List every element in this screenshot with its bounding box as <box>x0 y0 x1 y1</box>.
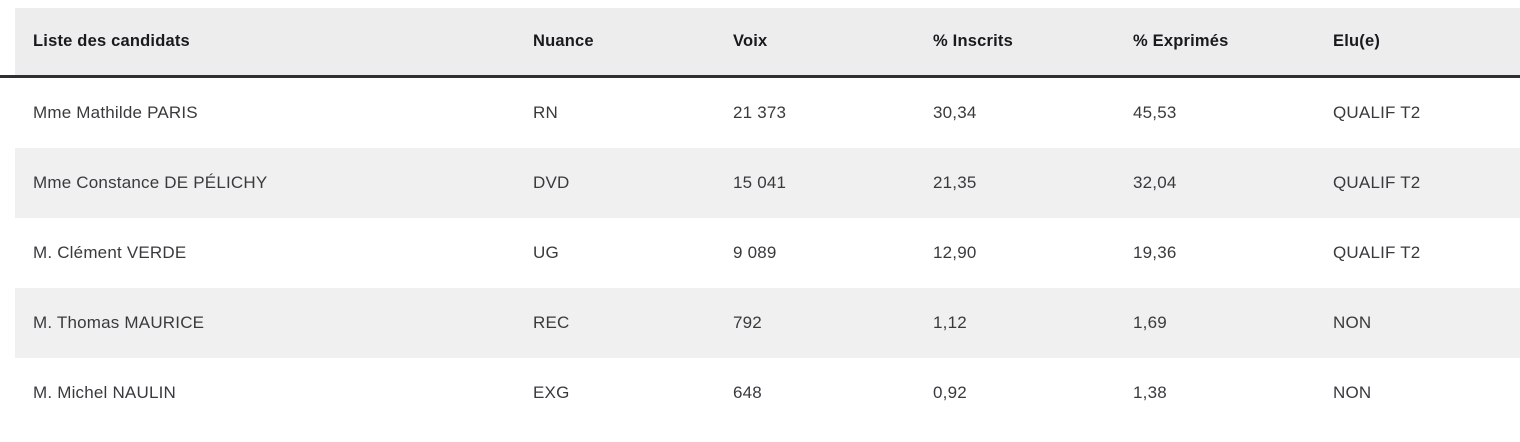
candidate-name: M. Clément VERDE <box>33 243 187 262</box>
elu-status: QUALIF T2 <box>1333 103 1421 122</box>
voix-value: 15 041 <box>733 173 787 192</box>
column-header-nuance: Nuance <box>533 32 594 50</box>
table-row: Mme Constance DE PÉLICHY DVD 15 041 21,3… <box>15 148 1520 218</box>
column-header-elu: Elu(e) <box>1333 32 1381 50</box>
nuance-value: UG <box>533 243 559 262</box>
pct-inscrits-value: 12,90 <box>933 243 977 262</box>
elu-status: QUALIF T2 <box>1333 243 1421 262</box>
table-row: M. Clément VERDE UG 9 089 12,90 19,36 QU… <box>15 218 1520 288</box>
voix-value: 21 373 <box>733 103 787 122</box>
pct-inscrits-value: 1,12 <box>933 313 967 332</box>
table-row: M. Thomas MAURICE REC 792 1,12 1,69 NON <box>15 288 1520 358</box>
candidate-name: M. Michel NAULIN <box>33 383 177 402</box>
candidate-name: Mme Mathilde PARIS <box>33 103 198 122</box>
elu-status: QUALIF T2 <box>1333 173 1421 192</box>
nuance-value: DVD <box>533 173 570 192</box>
pct-inscrits-value: 21,35 <box>933 173 977 192</box>
nuance-value: RN <box>533 103 558 122</box>
elu-status: NON <box>1333 313 1372 332</box>
pct-inscrits-value: 0,92 <box>933 383 967 402</box>
nuance-value: EXG <box>533 383 570 402</box>
column-header-pct-exprimes: % Exprimés <box>1133 32 1229 50</box>
pct-exprimes-value: 45,53 <box>1133 103 1177 122</box>
pct-exprimes-value: 1,69 <box>1133 313 1167 332</box>
pct-exprimes-value: 19,36 <box>1133 243 1177 262</box>
pct-exprimes-value: 32,04 <box>1133 173 1177 192</box>
voix-value: 648 <box>733 383 762 402</box>
candidates-results-table: Liste des candidats Nuance Voix % Inscri… <box>0 8 1520 428</box>
voix-value: 9 089 <box>733 243 777 262</box>
elu-status: NON <box>1333 383 1372 402</box>
candidate-name: M. Thomas MAURICE <box>33 313 205 332</box>
column-header-pct-inscrits: % Inscrits <box>933 32 1013 50</box>
pct-inscrits-value: 30,34 <box>933 103 977 122</box>
voix-value: 792 <box>733 313 762 332</box>
nuance-value: REC <box>533 313 570 332</box>
column-header-voix: Voix <box>733 32 768 50</box>
column-header-candidates: Liste des candidats <box>33 32 190 50</box>
table-header-row: Liste des candidats Nuance Voix % Inscri… <box>15 8 1520 75</box>
table-row: M. Michel NAULIN EXG 648 0,92 1,38 NON <box>15 358 1520 428</box>
header-divider <box>0 75 1520 78</box>
pct-exprimes-value: 1,38 <box>1133 383 1167 402</box>
table-row: Mme Mathilde PARIS RN 21 373 30,34 45,53… <box>15 78 1520 148</box>
candidate-name: Mme Constance DE PÉLICHY <box>33 173 268 192</box>
